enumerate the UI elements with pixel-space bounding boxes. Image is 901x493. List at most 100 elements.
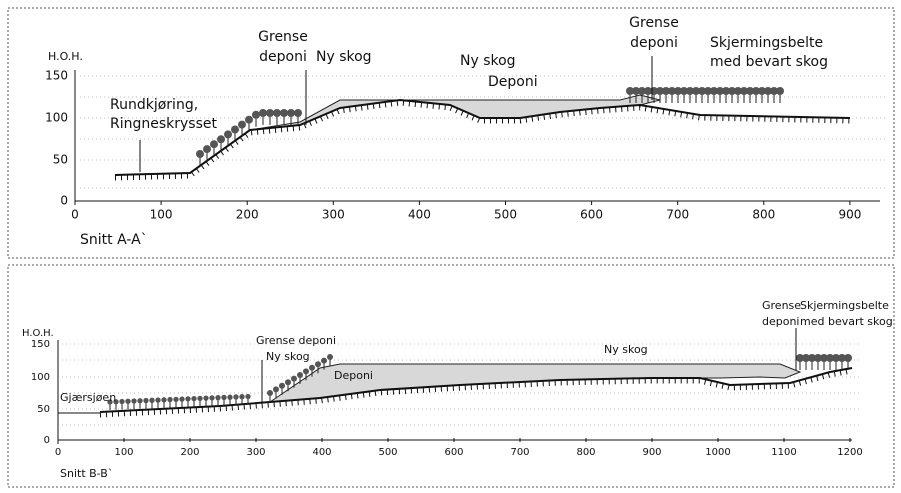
- tree: [125, 398, 131, 404]
- tree: [309, 364, 315, 371]
- tree: [802, 354, 810, 362]
- tree: [137, 398, 143, 404]
- label: Grense: [629, 15, 679, 31]
- tree: [245, 115, 253, 124]
- x-tick-label: 300: [246, 447, 265, 458]
- x-tick-label: 300: [322, 208, 345, 222]
- tree: [764, 87, 772, 95]
- tree: [740, 87, 748, 95]
- label: Skjermingsbelte: [710, 35, 823, 51]
- tree: [638, 87, 646, 95]
- y-axis-label: H.O.H.: [48, 50, 83, 63]
- tree: [233, 394, 239, 400]
- tree: [686, 87, 694, 95]
- label: deponi: [762, 315, 800, 328]
- y-tick-label: 150: [31, 339, 50, 350]
- tree: [752, 87, 760, 95]
- tree: [698, 87, 706, 95]
- tree: [221, 394, 227, 401]
- label: Ny skog: [266, 350, 310, 363]
- tree: [746, 87, 754, 95]
- tree: [209, 395, 215, 401]
- terrain: [114, 98, 851, 176]
- x-tick-label: 1200: [837, 447, 862, 458]
- y-tick-label: 100: [45, 111, 68, 125]
- label: Ringneskrysset: [110, 116, 218, 132]
- label: Gjærsjøen: [60, 391, 116, 404]
- tree: [297, 372, 303, 378]
- section-label: Snitt A-A`: [80, 232, 148, 248]
- tree: [716, 87, 724, 95]
- tree: [185, 396, 191, 402]
- tree: [167, 396, 173, 403]
- tree: [227, 394, 233, 400]
- tree: [758, 87, 766, 95]
- label: Ny skog: [460, 53, 516, 69]
- tree: [196, 150, 204, 158]
- tree: [191, 395, 197, 402]
- tree: [259, 109, 267, 117]
- tree: [285, 379, 291, 386]
- tree: [179, 396, 185, 402]
- tree: [327, 354, 333, 360]
- tree: [155, 397, 161, 403]
- tree: [808, 354, 816, 362]
- label: Grense: [762, 299, 801, 312]
- tree: [674, 87, 682, 95]
- tree: [173, 396, 179, 403]
- y-tick-label: 150: [45, 69, 68, 83]
- y-axis-label: H.O.H.: [22, 328, 54, 339]
- tree: [238, 120, 246, 129]
- x-tick-label: 700: [510, 447, 529, 458]
- tree: [224, 130, 232, 139]
- tree: [280, 109, 288, 117]
- tree: [210, 140, 218, 149]
- x-tick-label: 400: [408, 208, 431, 222]
- tree: [814, 354, 822, 362]
- tree: [149, 397, 155, 403]
- tree: [107, 399, 113, 405]
- tree: [734, 87, 742, 95]
- tree: [203, 145, 211, 154]
- terrain-hatch: [114, 100, 851, 181]
- tree: [704, 87, 712, 95]
- y-tick-label: 0: [60, 194, 68, 208]
- label: Ny skog: [604, 343, 648, 356]
- tree: [662, 87, 670, 95]
- x-tick-label: 700: [666, 208, 689, 222]
- label: Grense: [258, 29, 308, 45]
- label: Deponi: [488, 74, 538, 90]
- tree: [113, 399, 119, 405]
- tree: [820, 354, 828, 362]
- tree: [119, 398, 125, 405]
- x-tick-label: 900: [838, 208, 861, 222]
- tree: [279, 382, 285, 389]
- x-tick-label: 900: [642, 447, 661, 458]
- tree: [273, 109, 281, 117]
- tree: [217, 135, 225, 144]
- label: Ny skog: [316, 49, 372, 65]
- tree: [291, 375, 297, 382]
- tree: [796, 354, 804, 362]
- tree: [131, 398, 137, 404]
- tree: [252, 110, 260, 119]
- x-tick-label: 100: [150, 208, 173, 222]
- y-tick-label: 50: [53, 153, 68, 167]
- tree: [656, 87, 664, 95]
- tree: [321, 357, 327, 364]
- tree: [832, 354, 840, 362]
- tree: [632, 87, 640, 95]
- y-tick-label: 100: [31, 372, 50, 383]
- label: Grense deponi: [256, 334, 336, 347]
- panel-b: H.O.H. 150 100 50 0 0 100 200 300 400 500 600 7…: [7, 264, 895, 488]
- x-tick-label: 100: [114, 447, 133, 458]
- tree: [722, 87, 730, 95]
- label: Skjermingsbelte: [800, 299, 889, 312]
- y-tick-label: 0: [44, 435, 50, 446]
- tree: [728, 87, 736, 95]
- x-tick-label: 500: [378, 447, 397, 458]
- x-tick-label: 1000: [705, 447, 730, 458]
- tree: [826, 354, 834, 362]
- tree: [266, 109, 274, 117]
- tree: [239, 394, 245, 400]
